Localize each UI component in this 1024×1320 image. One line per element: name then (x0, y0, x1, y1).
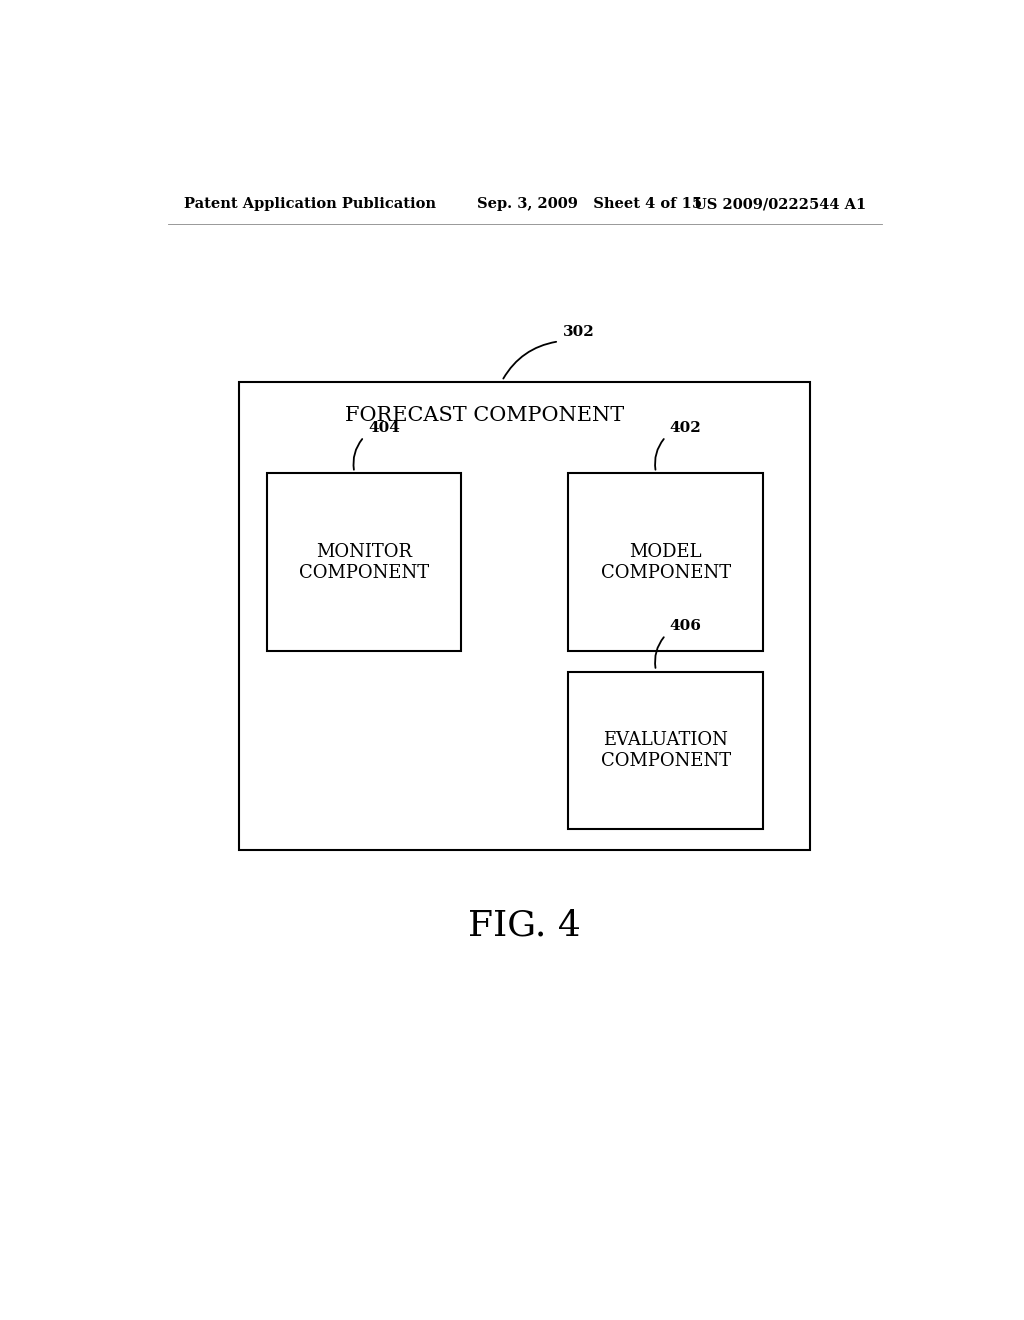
Bar (568, 672, 763, 829)
FancyArrowPatch shape (353, 440, 362, 470)
Text: FORECAST COMPONENT: FORECAST COMPONENT (345, 407, 625, 425)
Text: 404: 404 (368, 421, 399, 434)
Text: US 2009/0222544 A1: US 2009/0222544 A1 (694, 197, 866, 211)
Bar (267, 474, 461, 651)
Bar (568, 474, 763, 651)
FancyArrowPatch shape (655, 440, 664, 470)
Text: FIG. 4: FIG. 4 (468, 908, 582, 942)
Text: 406: 406 (670, 619, 701, 634)
Text: EVALUATION
COMPONENT: EVALUATION COMPONENT (601, 731, 731, 770)
Text: MONITOR
COMPONENT: MONITOR COMPONENT (299, 543, 429, 582)
Text: Patent Application Publication: Patent Application Publication (183, 197, 435, 211)
Text: 402: 402 (670, 421, 701, 434)
FancyArrowPatch shape (504, 342, 556, 379)
Text: MODEL
COMPONENT: MODEL COMPONENT (601, 543, 731, 582)
Text: 302: 302 (563, 325, 595, 339)
FancyArrowPatch shape (655, 638, 664, 668)
Bar (240, 381, 811, 850)
Text: Sep. 3, 2009   Sheet 4 of 15: Sep. 3, 2009 Sheet 4 of 15 (477, 197, 702, 211)
